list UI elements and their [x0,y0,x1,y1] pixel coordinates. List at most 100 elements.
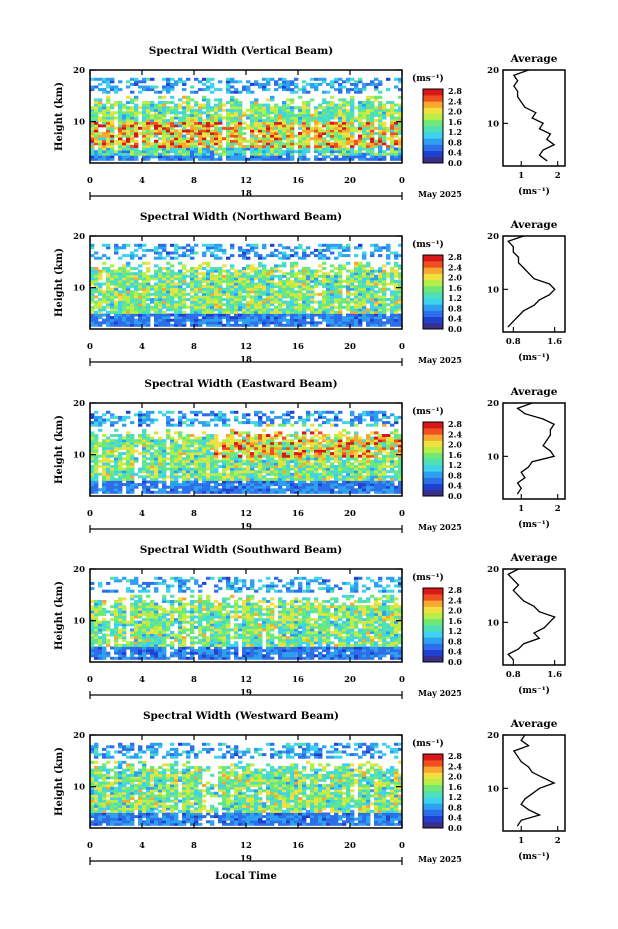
heatmap-cell [214,434,219,437]
heatmap-cell [106,488,111,492]
heatmap-cell [334,279,339,283]
heatmap-cell [282,290,287,294]
heatmap-cell [154,124,159,128]
heatmap-cell [118,313,123,317]
heatmap-cell [258,470,263,474]
heatmap-cell [314,121,319,125]
heatmap-cell [270,98,275,102]
heatmap-cell [122,472,127,476]
heatmap-cell [170,308,175,312]
heatmap-cell [194,90,199,94]
heatmap-cell [290,446,295,450]
heatmap-cell [354,264,359,268]
heatmap-cell [106,467,111,471]
heatmap-cell [202,267,207,270]
heatmap-cell [370,108,375,112]
heatmap-cell [130,251,135,255]
heatmap-cell [166,290,171,294]
heatmap-cell [306,305,311,309]
heatmap-cell [90,274,95,278]
heatmap-cell [282,121,287,125]
heatmap-cell [122,446,127,450]
heatmap-cell [322,316,327,320]
heatmap-cell [330,101,335,104]
heatmap-cell [330,243,335,247]
heatmap-cell [90,480,95,484]
heatmap-cell [330,85,335,89]
heatmap-cell [282,101,287,104]
heatmap-cell [282,490,287,494]
heatmap-cell [174,108,179,112]
heatmap-cell [322,318,327,322]
heatmap-cell [118,446,123,450]
heatmap-cell [110,287,115,291]
heatmap-cell [226,457,231,461]
heatmap-cell [182,116,187,120]
heatmap-cell [346,142,351,146]
colorbar-tick-label: 0.4 [448,148,462,158]
heatmap-cell [258,313,263,317]
heatmap-cell [318,279,323,283]
heatmap-cell [126,459,131,463]
heatmap-cell [114,300,119,304]
heatmap-cell [294,431,299,435]
heatmap-cell [270,290,275,294]
heatmap-cell [114,303,119,307]
heatmap-cell [106,485,111,489]
heatmap-cell [94,142,99,146]
heatmap-cell [146,446,151,450]
heatmap-cell [130,421,135,425]
heatmap-cell [182,472,187,476]
heatmap-cell [98,290,103,294]
heatmap-cell [98,292,103,296]
heatmap-cell [210,106,215,110]
heatmap-cell [294,465,299,468]
heatmap-cell [270,480,275,484]
heatmap-cell [346,303,351,307]
heatmap-cell [146,490,151,494]
heatmap-cell [118,80,123,84]
heatmap-cell [246,300,251,304]
heatmap-cell [278,124,283,128]
heatmap-cell [326,90,331,94]
heatmap-cell [354,295,359,299]
heatmap-cell [258,449,263,453]
heatmap-cell [158,457,163,461]
heatmap-cell [254,321,259,325]
heatmap-cell [222,441,227,445]
heatmap-cell [126,410,131,414]
heatmap-cell [346,101,351,104]
heatmap-cell [234,418,239,422]
heatmap-cell [198,134,203,138]
heatmap-cell [238,300,243,304]
heatmap-cell [274,300,279,304]
heatmap-cell [302,134,307,138]
heatmap-cell [358,303,363,307]
heatmap-cell [258,434,263,437]
heatmap-cell [126,457,131,461]
heatmap-cell [202,308,207,312]
heatmap-cell [190,274,195,278]
colorbar-swatch [423,95,443,102]
heatmap-cell [354,274,359,278]
heatmap-cell [166,251,171,255]
heatmap-cell [134,485,139,489]
heatmap-cell [162,305,167,309]
heatmap-cell [250,106,255,110]
heatmap-cell [326,313,331,317]
heatmap-cell [314,282,319,286]
heatmap-cell [210,313,215,317]
heatmap-cell [114,142,119,146]
heatmap-cell [226,475,231,479]
heatmap-cell [162,316,167,320]
heatmap-cell [110,155,115,159]
heatmap-cell [274,298,279,301]
heatmap-cell [274,310,279,314]
heatmap-cell [250,308,255,312]
heatmap-cell [142,139,147,143]
colorbar: 0.00.40.81.21.62.02.42.8 [422,86,462,168]
heatmap-cell [170,477,175,481]
heatmap-cell [170,449,175,453]
heatmap-cell [210,269,215,273]
heatmap-cell [382,321,387,325]
